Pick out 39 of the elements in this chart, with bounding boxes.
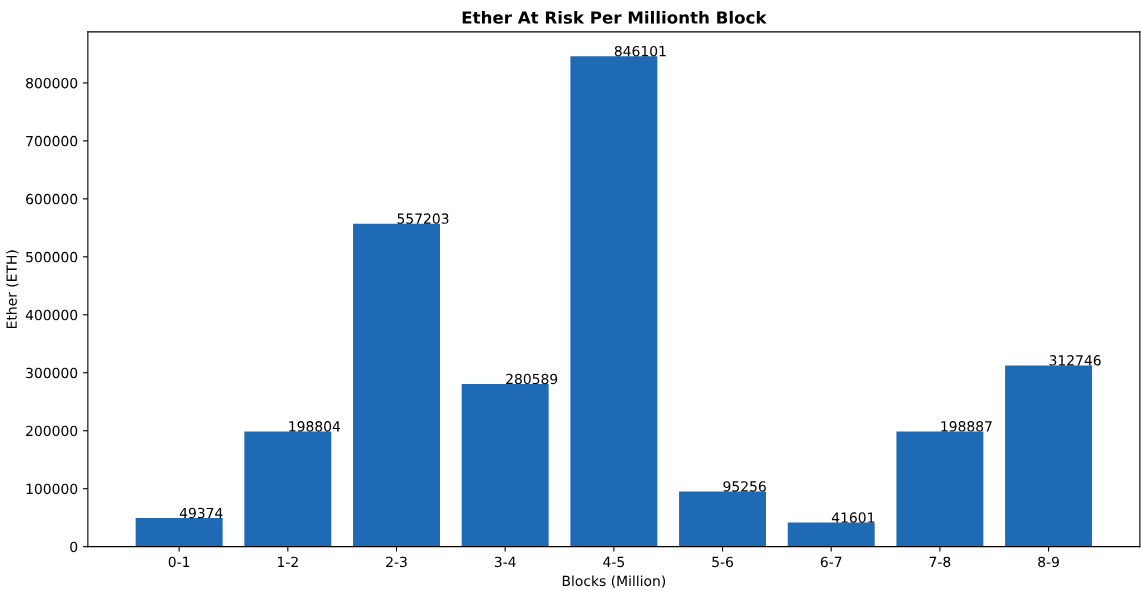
bar [461,384,549,547]
y-tick-label: 400000 [25,309,78,321]
data-label: 49374 [179,507,223,519]
bar [787,522,875,547]
data-label: 198887 [941,421,992,432]
x-tick-label: 3-4 [494,556,516,568]
bar [1005,365,1093,547]
y-tick-label: 0 [70,541,78,553]
x-tick-label: 8-9 [1038,556,1059,568]
y-tick-label: 200000 [26,425,78,437]
x-tick-label: 7-8 [929,556,951,568]
x-tick-label: 4-5 [603,556,624,568]
data-label: 280589 [506,373,558,385]
x-tick-label: 6-7 [820,556,842,568]
bar [679,491,767,547]
bar [896,431,984,547]
y-tick-label: 800000 [26,77,78,89]
bar [353,223,440,547]
x-tick-label: 2-3 [386,556,407,568]
data-label: 557203 [397,213,449,224]
y-tick-label: 500000 [26,251,78,263]
bar [135,518,223,547]
x-axis-title: Blocks (Million) [562,575,666,588]
data-label: 95256 [723,481,766,492]
y-axis-title: Ether (ETH) [6,250,19,329]
x-tick-label: 0-1 [168,556,190,568]
y-tick-label: 600000 [26,193,78,205]
bar [244,431,332,547]
data-label: 846101 [614,45,666,57]
chart-title: Ether At Risk Per Millionth Block [462,10,767,24]
data-label: 198804 [289,421,341,432]
y-tick-label: 100000 [26,483,78,495]
y-tick-label: 700000 [26,135,78,147]
x-tick-label: 5-6 [712,556,733,568]
x-tick-label: 1-2 [278,556,298,567]
data-label: 41601 [831,512,875,523]
y-tick-label: 300000 [26,367,78,379]
data-label: 312746 [1049,355,1101,366]
bar [570,56,658,547]
